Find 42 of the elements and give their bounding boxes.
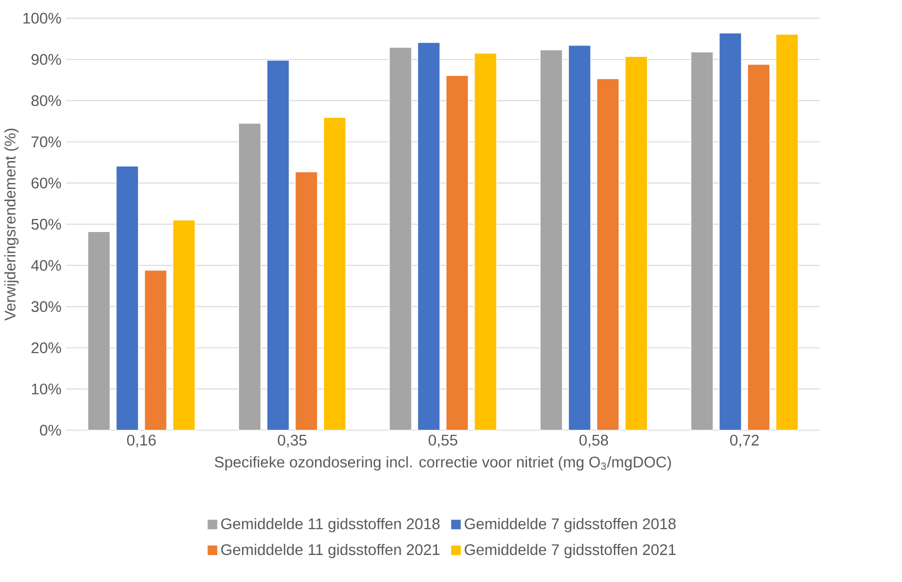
x-tick-label: 0,16	[127, 434, 156, 448]
y-tick-label: 20%	[32, 342, 62, 354]
y-tick-label: 10%	[32, 384, 62, 394]
bar	[596, 78, 620, 431]
y-tick-label: 40%	[31, 260, 62, 271]
bar	[446, 75, 469, 431]
bar	[624, 56, 648, 431]
bar	[323, 117, 346, 431]
x-tick-label: 0,72	[730, 434, 759, 448]
bar	[389, 47, 412, 431]
x-tick-label: 0,58	[579, 434, 608, 448]
x-tick-label: 0,35	[278, 434, 307, 448]
legend-label: Gemiddelde 7 gidsstoffen 2021	[464, 544, 676, 558]
bar	[747, 64, 770, 431]
y-tick-label: 50%	[31, 218, 62, 230]
bar	[417, 42, 440, 431]
bar	[238, 122, 262, 431]
y-tick-label: 30%	[31, 301, 62, 312]
y-tick-label: 0%	[40, 424, 62, 436]
bar	[474, 52, 497, 431]
y-tick-label: 80%	[31, 95, 62, 106]
legend-label: Gemiddelde 7 gidsstoffen 2018	[464, 518, 676, 532]
legend-label: Gemiddelde 11 gidsstoffen 2018	[221, 518, 440, 532]
bar	[718, 32, 742, 431]
y-tick-label: 90%	[32, 54, 62, 65]
legend-label: Gemiddelde 11 gidsstoffen 2021	[221, 544, 440, 558]
bar	[540, 50, 563, 431]
y-tick-label: 100%	[23, 12, 61, 24]
bar	[266, 60, 290, 431]
x-tick-label: 0,55	[428, 434, 458, 448]
y-axis-title: Verwijderingsrendement (%)	[4, 128, 19, 321]
y-tick-label: 70%	[32, 136, 62, 148]
bar	[690, 52, 714, 431]
x-axis-title: Specifieke ozondosering incl. correctie voor nitriet (mg O$_{3}$/mgDOC)	[214, 456, 671, 471]
bar	[144, 270, 167, 431]
bar	[776, 34, 798, 431]
bar	[568, 45, 591, 431]
bar	[295, 172, 318, 431]
bar	[172, 220, 196, 431]
bar	[88, 231, 110, 431]
bar	[116, 166, 139, 431]
y-tick-label: 60%	[32, 178, 62, 188]
